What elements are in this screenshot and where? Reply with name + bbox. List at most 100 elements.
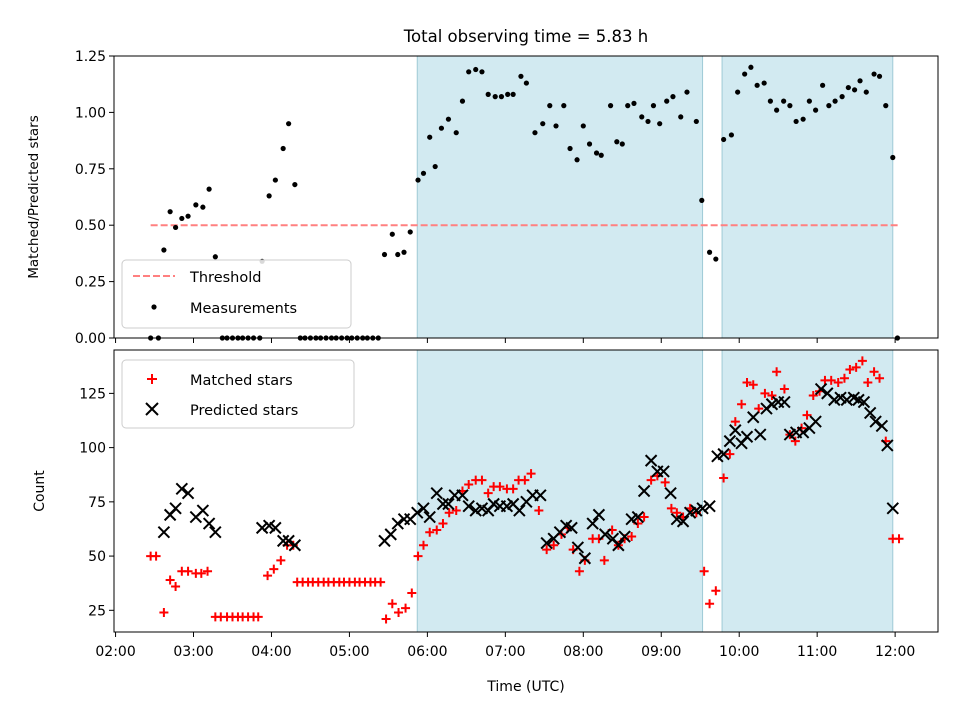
bottom-legend: Matched stars Predicted stars: [121, 359, 355, 429]
legend-measurements-label: Measurements: [190, 301, 297, 317]
measurement-point: [607, 103, 614, 109]
predicted-star-point: [384, 528, 397, 541]
bottom-axes-frame: [113, 349, 939, 633]
measurement-point: [839, 94, 845, 100]
top-y-tick-label: 0.75: [75, 162, 106, 178]
predicted-star-point: [411, 506, 424, 519]
bottom-x-ticks: 02:00 03:00 04:00 05:00 06:00 07:00 08:00 09:00…: [95, 632, 915, 660]
predicted-star-point: [657, 465, 670, 478]
predicted-star-point: [209, 526, 222, 539]
measurement-point: [553, 123, 559, 129]
matched-star-point: [171, 581, 181, 591]
predicted-star-point: [255, 521, 269, 535]
matched-star-point: [483, 488, 493, 498]
matched-star-point: [711, 586, 721, 596]
measurement-point: [438, 125, 445, 131]
predicted-star-point: [840, 393, 853, 407]
measurement-point: [614, 139, 620, 145]
measurement-point: [800, 116, 806, 122]
measurement-point: [631, 100, 637, 106]
matched-star-point: [549, 540, 559, 550]
predicted-star-point: [598, 528, 612, 541]
matched-star-point: [526, 469, 536, 479]
matched-star-point: [772, 367, 782, 377]
matched-star-point: [875, 373, 885, 383]
x-tick-label: 10:00: [719, 644, 759, 660]
matched-star-point: [407, 588, 417, 598]
measurement-point: [657, 121, 663, 127]
measurement-point: [453, 130, 459, 136]
predicted-star-point: [391, 517, 404, 530]
measurement-point: [574, 157, 580, 163]
measurement-point: [498, 94, 505, 100]
legend-threshold-label: Threshold: [189, 270, 261, 286]
measurement-point: [420, 170, 427, 176]
matched-star-point: [599, 555, 609, 565]
measurement-point: [172, 224, 179, 231]
predicted-star-point: [729, 424, 742, 437]
measurement-point: [748, 64, 754, 70]
predicted-star-point: [696, 502, 709, 515]
measurement-point: [167, 209, 173, 215]
measurement-point: [813, 107, 819, 113]
measurement-point: [845, 84, 851, 91]
measurement-point: [826, 103, 832, 109]
matched-star-point: [151, 551, 161, 561]
matched-star-point: [534, 506, 544, 516]
measurement-point: [492, 94, 498, 100]
measurement-point: [292, 181, 298, 188]
predicted-stars-layer: [157, 382, 899, 565]
measurement-point: [567, 145, 573, 152]
top-x-ticks: [115, 338, 896, 343]
measurement-point: [645, 118, 651, 125]
measurement-point: [523, 80, 529, 86]
measurement-point: [706, 249, 713, 255]
matched-star-point: [508, 484, 518, 494]
predicted-star-point: [436, 497, 450, 511]
matched-star-point: [464, 479, 474, 489]
matched-star-point: [742, 378, 752, 388]
predicted-star-point: [534, 489, 547, 502]
matched-star-point: [748, 380, 758, 390]
predicted-star-point: [202, 517, 216, 530]
matched-star-point: [845, 365, 855, 375]
measurement-point: [728, 132, 735, 138]
measurement-point: [742, 71, 748, 77]
predicted-star-point: [796, 426, 810, 439]
measurement-point: [395, 251, 401, 258]
predicted-star-point: [881, 439, 894, 452]
measurement-point: [445, 116, 452, 122]
top-legend: Threshold Measurements: [121, 259, 352, 329]
predicted-star-point: [863, 406, 877, 420]
top-observing-windows: [416, 55, 894, 339]
measurement-point: [639, 114, 645, 120]
measurement-point: [561, 103, 567, 109]
measurement-point: [473, 66, 479, 73]
predicted-star-point: [612, 539, 625, 552]
predicted-star-point: [571, 541, 585, 554]
top-y-tick-label: 1.00: [75, 105, 106, 121]
predicted-star-point: [857, 395, 871, 409]
measurement-point: [774, 107, 780, 113]
measurement-point: [266, 193, 272, 199]
measurement-point: [678, 114, 684, 120]
top-y-tick-label: 0.25: [75, 275, 106, 291]
matched-star-point: [802, 410, 812, 420]
predicted-star-point: [540, 536, 553, 550]
bottom-y-tick-label: 100: [79, 441, 106, 457]
measurement-point: [547, 103, 553, 109]
top-y-tick-label: 1.25: [75, 49, 106, 65]
measurement-point: [179, 215, 185, 222]
bottom-observing-window: [721, 349, 894, 633]
predicted-star-point: [423, 510, 436, 524]
top-y-axis-label: Matched/Predicted stars: [26, 115, 42, 278]
measurement-point: [200, 204, 206, 210]
x-tick-label: 03:00: [173, 644, 213, 660]
top-y-tick-label: 0.00: [75, 331, 106, 347]
predicted-star-point: [586, 517, 599, 530]
predicted-star-point: [181, 486, 195, 500]
predicted-star-point: [747, 411, 760, 424]
matched-star-point: [767, 391, 777, 401]
measurement-point: [650, 103, 657, 109]
